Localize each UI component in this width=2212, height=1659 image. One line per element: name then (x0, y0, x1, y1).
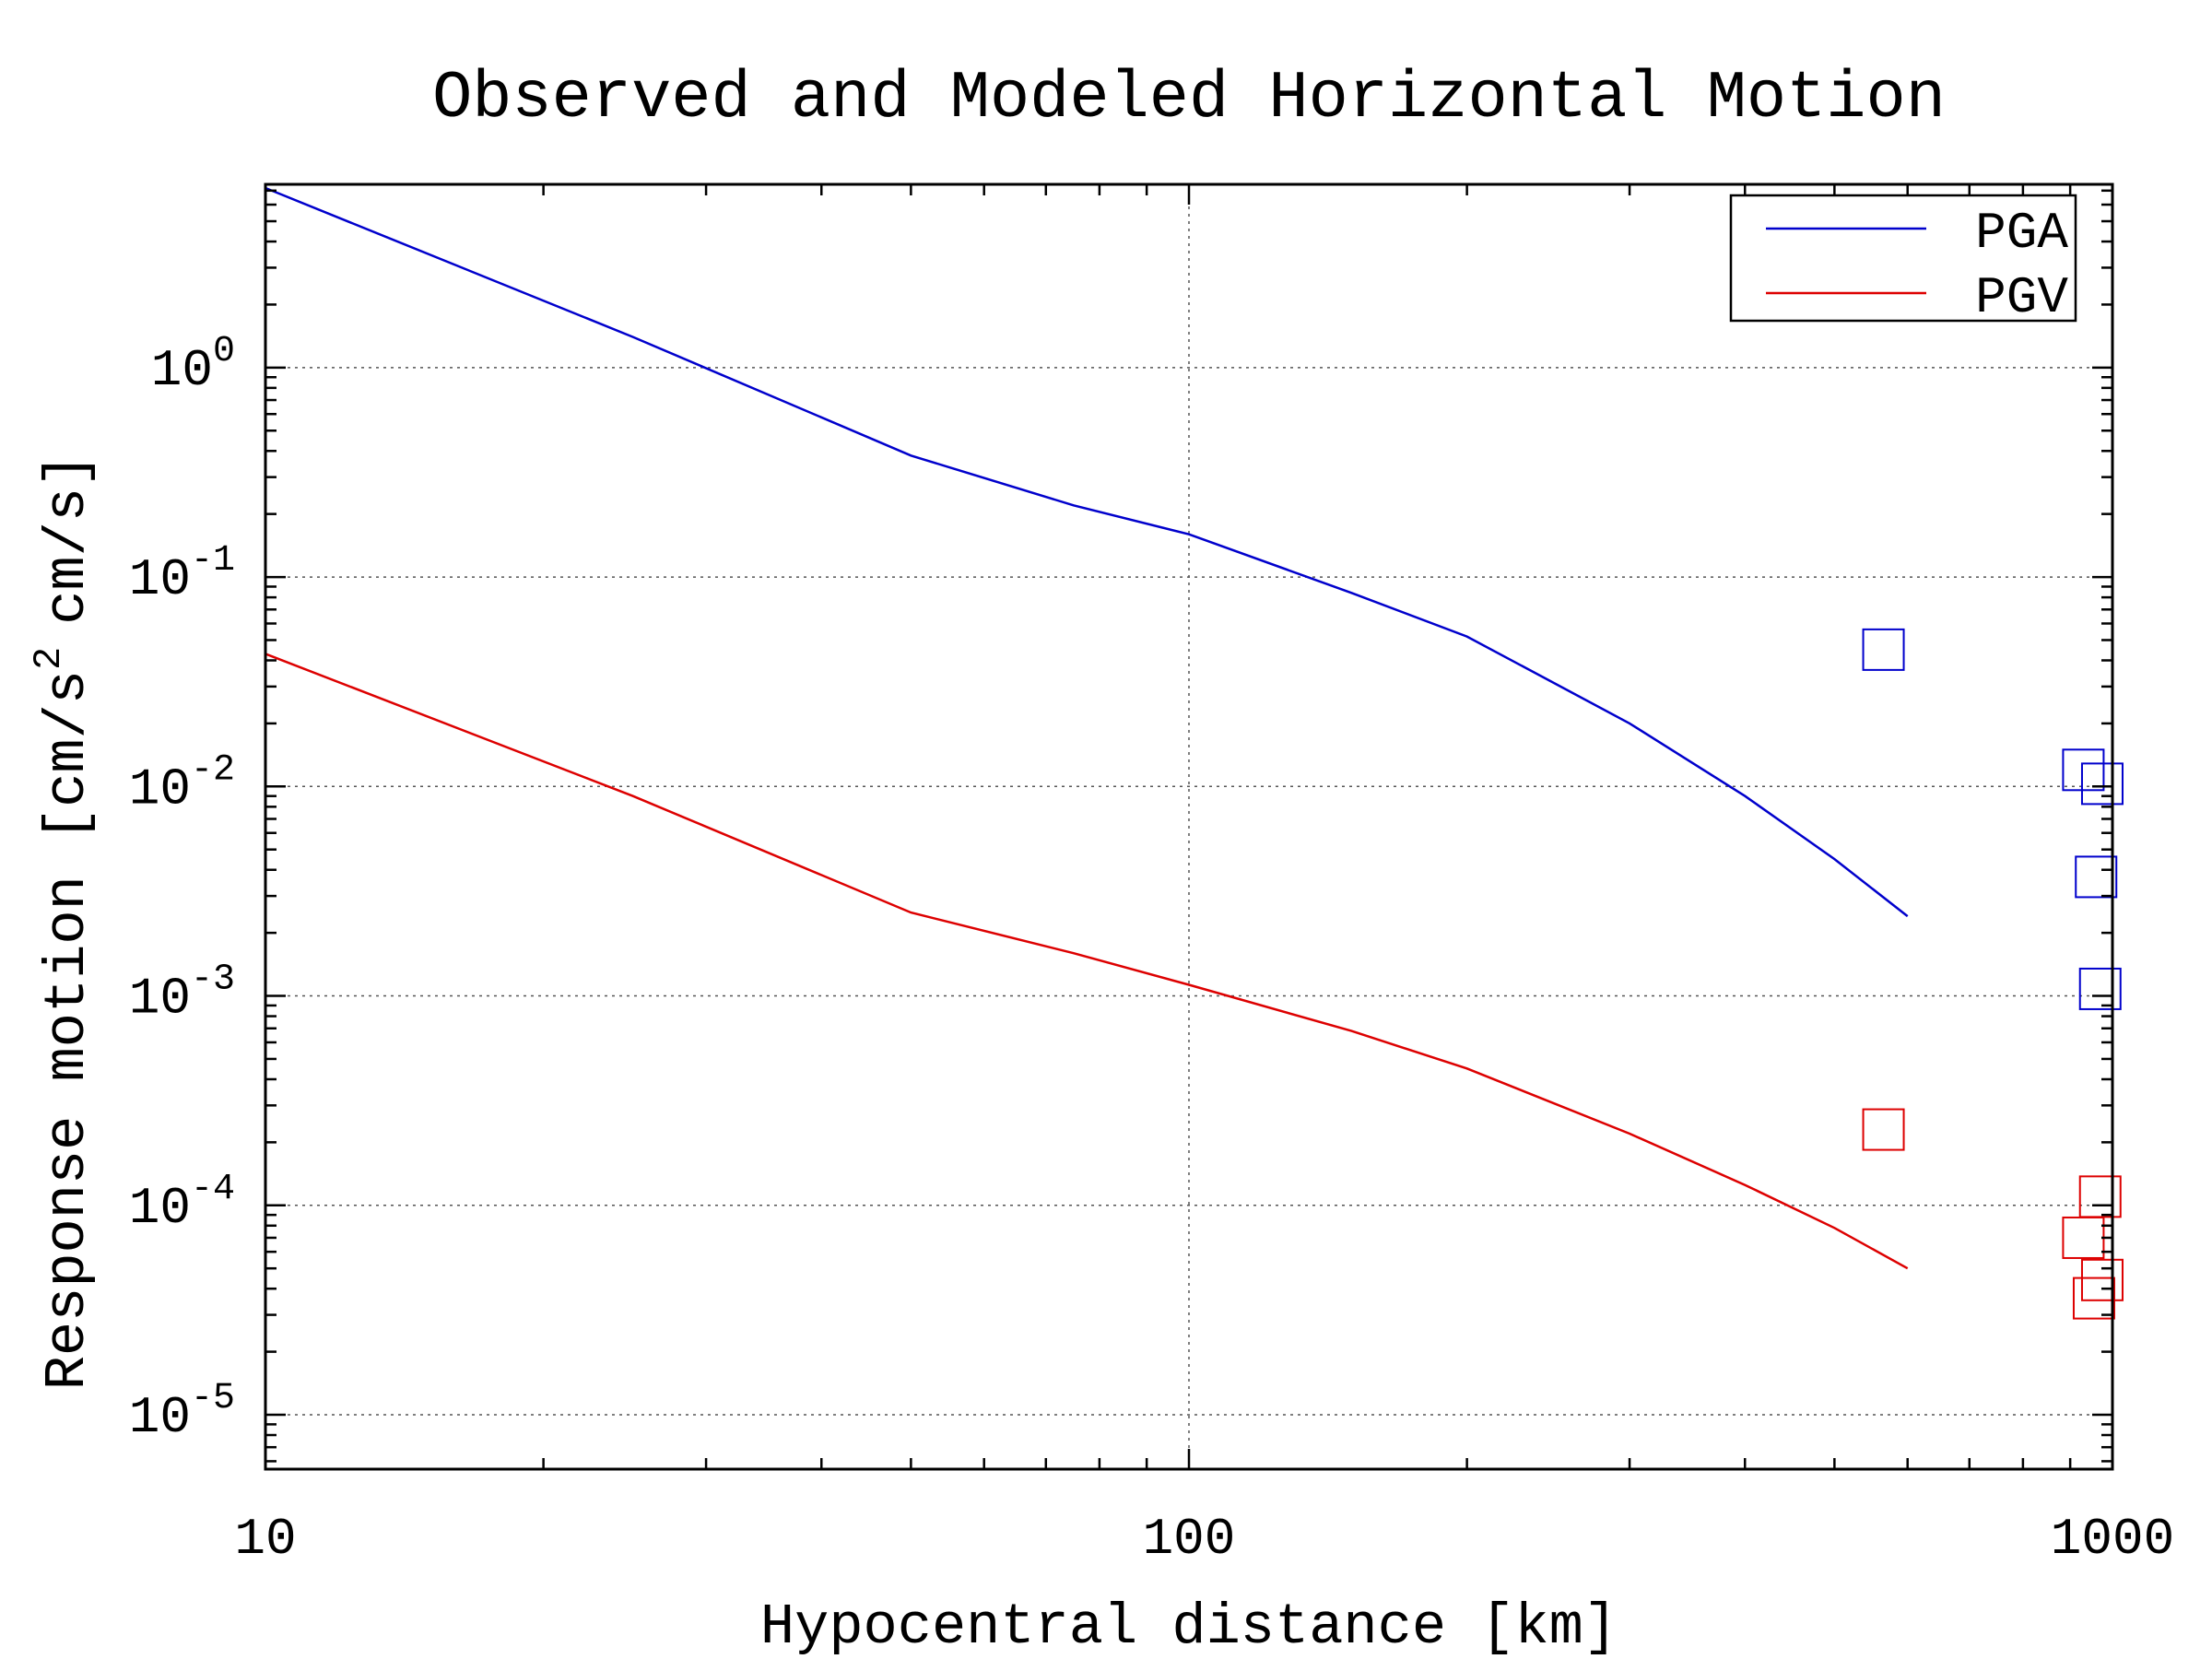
observed-marker-pga (2075, 855, 2118, 899)
x-tick-label: 1000 (2051, 1510, 2174, 1569)
observed-marker-pga (2080, 762, 2124, 806)
x-tick-label: 10 (234, 1510, 296, 1569)
series-line-pgv (265, 653, 1909, 1270)
chart-title: Observed and Modeled Horizontal Motion (432, 61, 1946, 136)
y-tick-label: 10-4 (129, 1169, 235, 1238)
grid-lines (265, 184, 2112, 1469)
y-tick-label: 100 (151, 331, 235, 400)
x-tick-label: 100 (1143, 1510, 1236, 1569)
y-tick-label-base: 10 (129, 759, 191, 818)
y-tick-label-base: 10 (129, 970, 191, 1029)
observed-marker-pga (1862, 628, 1905, 671)
observed-marker-pgv (2080, 1258, 2124, 1301)
y-tick-label: 10-2 (129, 749, 235, 818)
y-axis-label-superscript: 2 (27, 647, 71, 670)
series-line-pga (265, 186, 1909, 918)
legend-label-pga: PGA (1975, 204, 2068, 263)
observed-marker-pgv (1862, 1108, 1905, 1151)
observed-marker-pgv (2072, 1277, 2115, 1320)
y-tick-label: 10-3 (129, 959, 235, 1029)
y-tick-label-exponent: -5 (191, 1378, 235, 1419)
y-tick-label: 10-1 (129, 540, 235, 609)
y-tick-label: 10-5 (129, 1378, 235, 1447)
y-tick-label-base: 10 (129, 1179, 191, 1238)
y-tick-label-exponent: -2 (191, 749, 235, 791)
y-tick-label-exponent: -3 (191, 959, 235, 1001)
legend-box (1729, 194, 2077, 323)
y-axis-label-tail: cm/s] (35, 453, 100, 625)
observed-marker-pga (2062, 748, 2105, 792)
observed-marker-pga (2078, 967, 2122, 1010)
plot-frame (264, 182, 2114, 1471)
y-tick-label-base: 10 (129, 1388, 191, 1447)
y-tick-label-exponent: -1 (191, 540, 235, 582)
y-tick-label-exponent: -4 (191, 1169, 235, 1210)
y-axis-label: Response motion [cm/s2 cm/s] (27, 453, 100, 1391)
x-axis-label: Hypocentral distance [km] (760, 1594, 1618, 1659)
series-lines (265, 186, 1909, 1270)
y-tick-label-base: 10 (151, 341, 213, 400)
y-axis-label-main: Response motion [cm/s (35, 670, 100, 1390)
legend-label-pgv: PGV (1975, 268, 2068, 327)
y-tick-label-exponent: 0 (213, 331, 235, 372)
y-tick-label-base: 10 (129, 550, 191, 609)
observed-markers (1862, 628, 2124, 1320)
